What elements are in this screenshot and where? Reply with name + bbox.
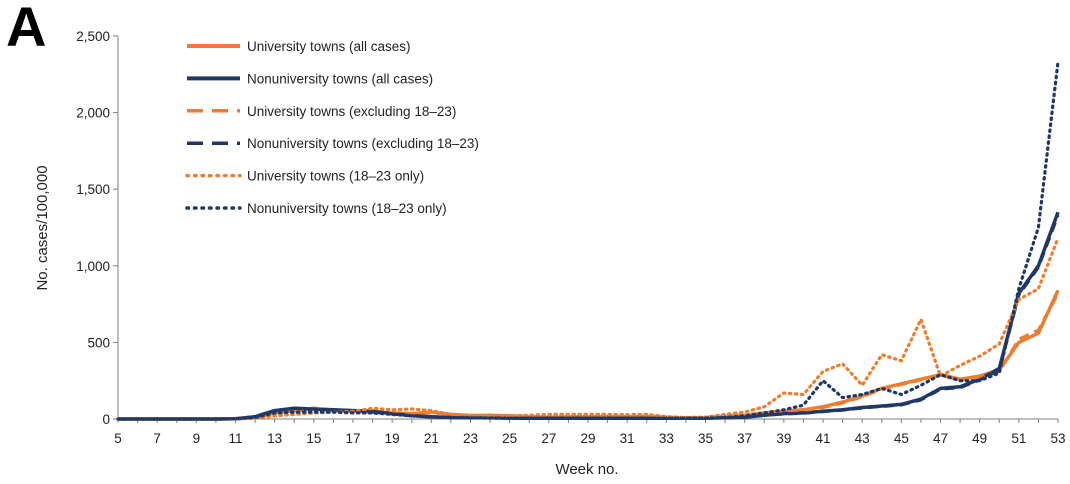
- x-tick-label: 21: [424, 431, 439, 446]
- y-axis: 0 500 1,000 1,500 2,000 2,500: [76, 29, 119, 427]
- y-tick-label: 1,500: [76, 182, 110, 197]
- x-tick-label: 29: [580, 431, 595, 446]
- series-line-university-towns-18-23-only: [116, 236, 1060, 421]
- x-tick-label: 31: [620, 431, 635, 446]
- legend-label: Nonuniversity towns (18–23 only): [247, 201, 447, 216]
- x-tick-label: 35: [698, 431, 713, 446]
- x-tick-label: 9: [193, 431, 201, 446]
- x-tick-label: 33: [659, 431, 674, 446]
- y-tick-label: 500: [87, 335, 110, 350]
- x-tick-label: 43: [855, 431, 870, 446]
- series-line-nonuniversity-towns-18-23-only: [116, 60, 1060, 421]
- series-layer: [116, 60, 1060, 421]
- x-tick-label: 11: [228, 431, 242, 446]
- x-tick-label: 51: [1011, 431, 1026, 446]
- legend-label: University towns (excluding 18–23): [247, 104, 456, 119]
- y-tick-label: 0: [102, 412, 110, 427]
- x-tick-label: 53: [1050, 431, 1065, 446]
- x-tick-label: 39: [776, 431, 791, 446]
- x-tick-label: 25: [502, 431, 517, 446]
- x-axis: 5 7 9 11 13 15 17 19 21 23 25 27 29 31 33 35 37 39 41 43 45 4…: [114, 418, 1066, 446]
- panel-label: A: [6, 0, 47, 58]
- legend-label: Nonuniversity towns (excluding 18–23): [247, 136, 479, 151]
- y-tick-label: 2,500: [76, 29, 110, 44]
- y-axis-title: No. cases/100,000: [34, 165, 51, 290]
- legend-label: University towns (all cases): [247, 39, 411, 54]
- x-tick-label: 27: [541, 431, 556, 446]
- x-tick-label: 17: [345, 431, 360, 446]
- x-tick-label: 13: [267, 431, 282, 446]
- x-tick-label: 49: [972, 431, 987, 446]
- x-axis-title: Week no.: [555, 461, 618, 478]
- x-tick-label: 23: [463, 431, 478, 446]
- x-tick-label: 45: [894, 431, 909, 446]
- x-tick-label: 47: [933, 431, 948, 446]
- y-tick-label: 2,000: [76, 106, 110, 121]
- legend-label: Nonuniversity towns (all cases): [247, 71, 433, 86]
- x-tick-label: 7: [153, 431, 161, 446]
- x-tick-label: 15: [306, 431, 321, 446]
- x-tick-label: 19: [385, 431, 400, 446]
- x-tick-label: 5: [114, 431, 122, 446]
- legend-label: University towns (18–23 only): [247, 169, 424, 184]
- x-tick-label: 41: [815, 431, 830, 446]
- x-tick-label: 37: [737, 431, 752, 446]
- y-tick-label: 1,000: [76, 259, 110, 274]
- legend: University towns (all cases) Nonuniversit…: [185, 39, 479, 216]
